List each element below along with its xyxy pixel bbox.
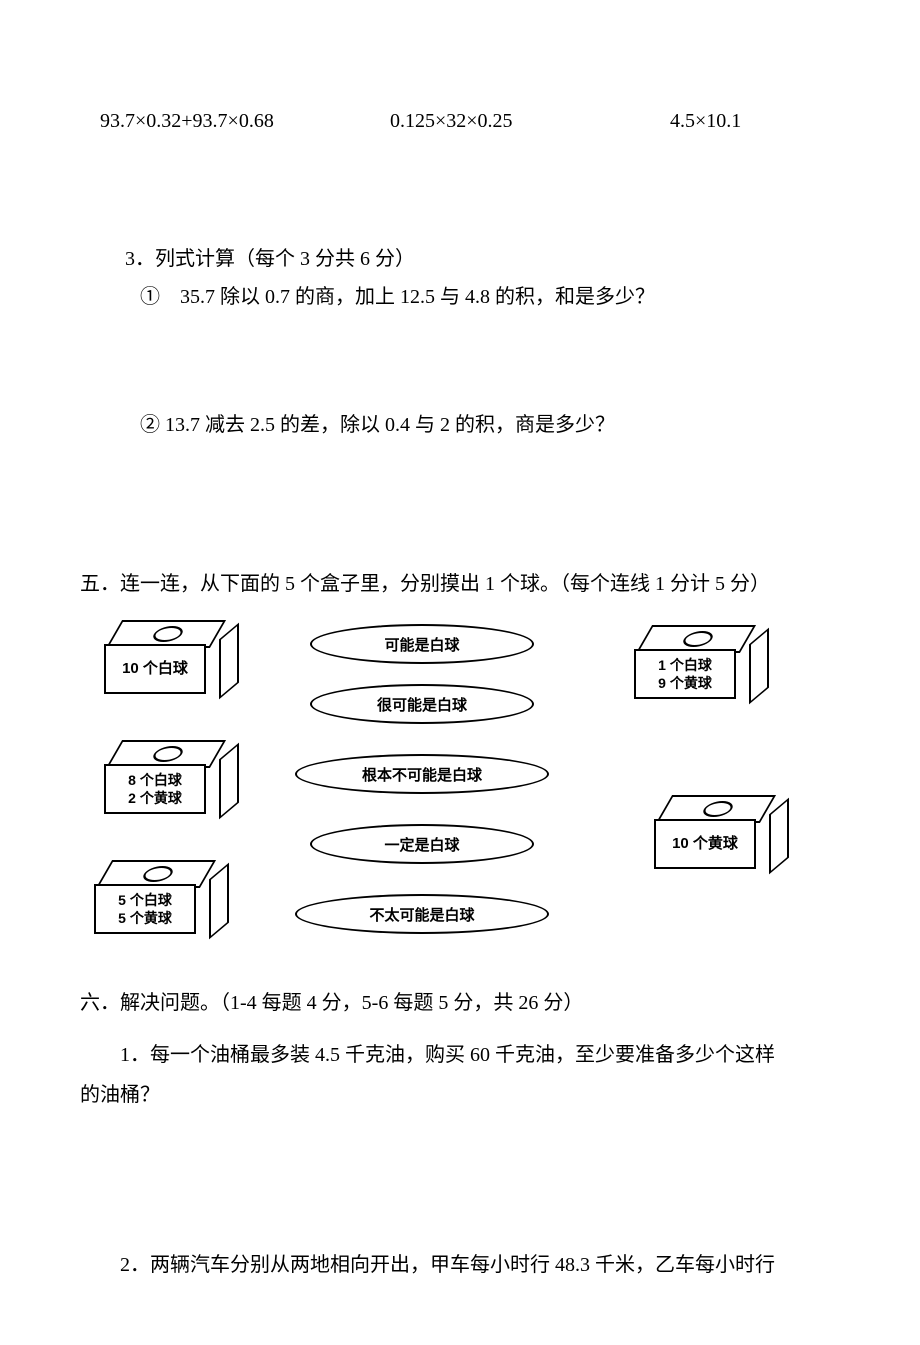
box-left-3-line2: 5 个黄球	[118, 909, 172, 927]
box-left-2-line1: 8 个白球	[128, 771, 182, 789]
problem-1-line1: 1．每一个油桶最多装 4.5 千克油，购买 60 千克油，至少要准备多少个这样	[80, 1035, 840, 1075]
oval-4: 一定是白球	[310, 824, 534, 864]
box-right-1-line2: 9 个黄球	[658, 674, 712, 692]
q3-item2: ② 13.7 减去 2.5 的差，除以 0.4 与 2 的积，商是多少？	[80, 409, 840, 441]
q3-item1: ① 35.7 除以 0.7 的商，加上 12.5 与 4.8 的积，和是多少？	[80, 281, 840, 313]
box-left-1-label: 10 个白球	[122, 659, 188, 679]
box-left-3: 5 个白球 5 个黄球	[100, 876, 220, 948]
box-left-2-line2: 2 个黄球	[128, 789, 182, 807]
expression-1: 93.7×0.32+93.7×0.68	[100, 110, 390, 133]
section5-title: 五．连一连，从下面的 5 个盒子里，分别摸出 1 个球。（每个连线 1 分计 5…	[80, 567, 840, 596]
problem-1-line2: 的油桶？	[80, 1075, 840, 1115]
oval-3: 根本不可能是白球	[295, 754, 549, 794]
expression-2: 0.125×32×0.25	[390, 110, 670, 133]
box-left-2: 8 个白球 2 个黄球	[110, 756, 230, 828]
box-right-1-line1: 1 个白球	[658, 656, 712, 674]
box-right-1: 1 个白球 9 个黄球	[640, 641, 760, 713]
oval-5: 不太可能是白球	[295, 894, 549, 934]
box-left-3-line1: 5 个白球	[118, 891, 172, 909]
matching-diagram: 10 个白球 8 个白球 2 个黄球 5 个白球 5 个黄球 1 个白球 9 个…	[100, 616, 860, 956]
box-right-2-label: 10 个黄球	[672, 834, 738, 854]
oval-2: 很可能是白球	[310, 684, 534, 724]
section6-title: 六．解决问题。（1-4 每题 4 分，5-6 每题 5 分，共 26 分）	[80, 986, 840, 1015]
box-right-2: 10 个黄球	[660, 811, 780, 883]
q3-title: 3．列式计算（每个 3 分共 6 分）	[80, 243, 840, 275]
box-left-1: 10 个白球	[110, 636, 230, 708]
problem-2-line1: 2．两辆汽车分别从两地相向开出，甲车每小时行 48.3 千米，乙车每小时行	[80, 1245, 840, 1285]
oval-1: 可能是白球	[310, 624, 534, 664]
expression-3: 4.5×10.1	[670, 110, 810, 133]
